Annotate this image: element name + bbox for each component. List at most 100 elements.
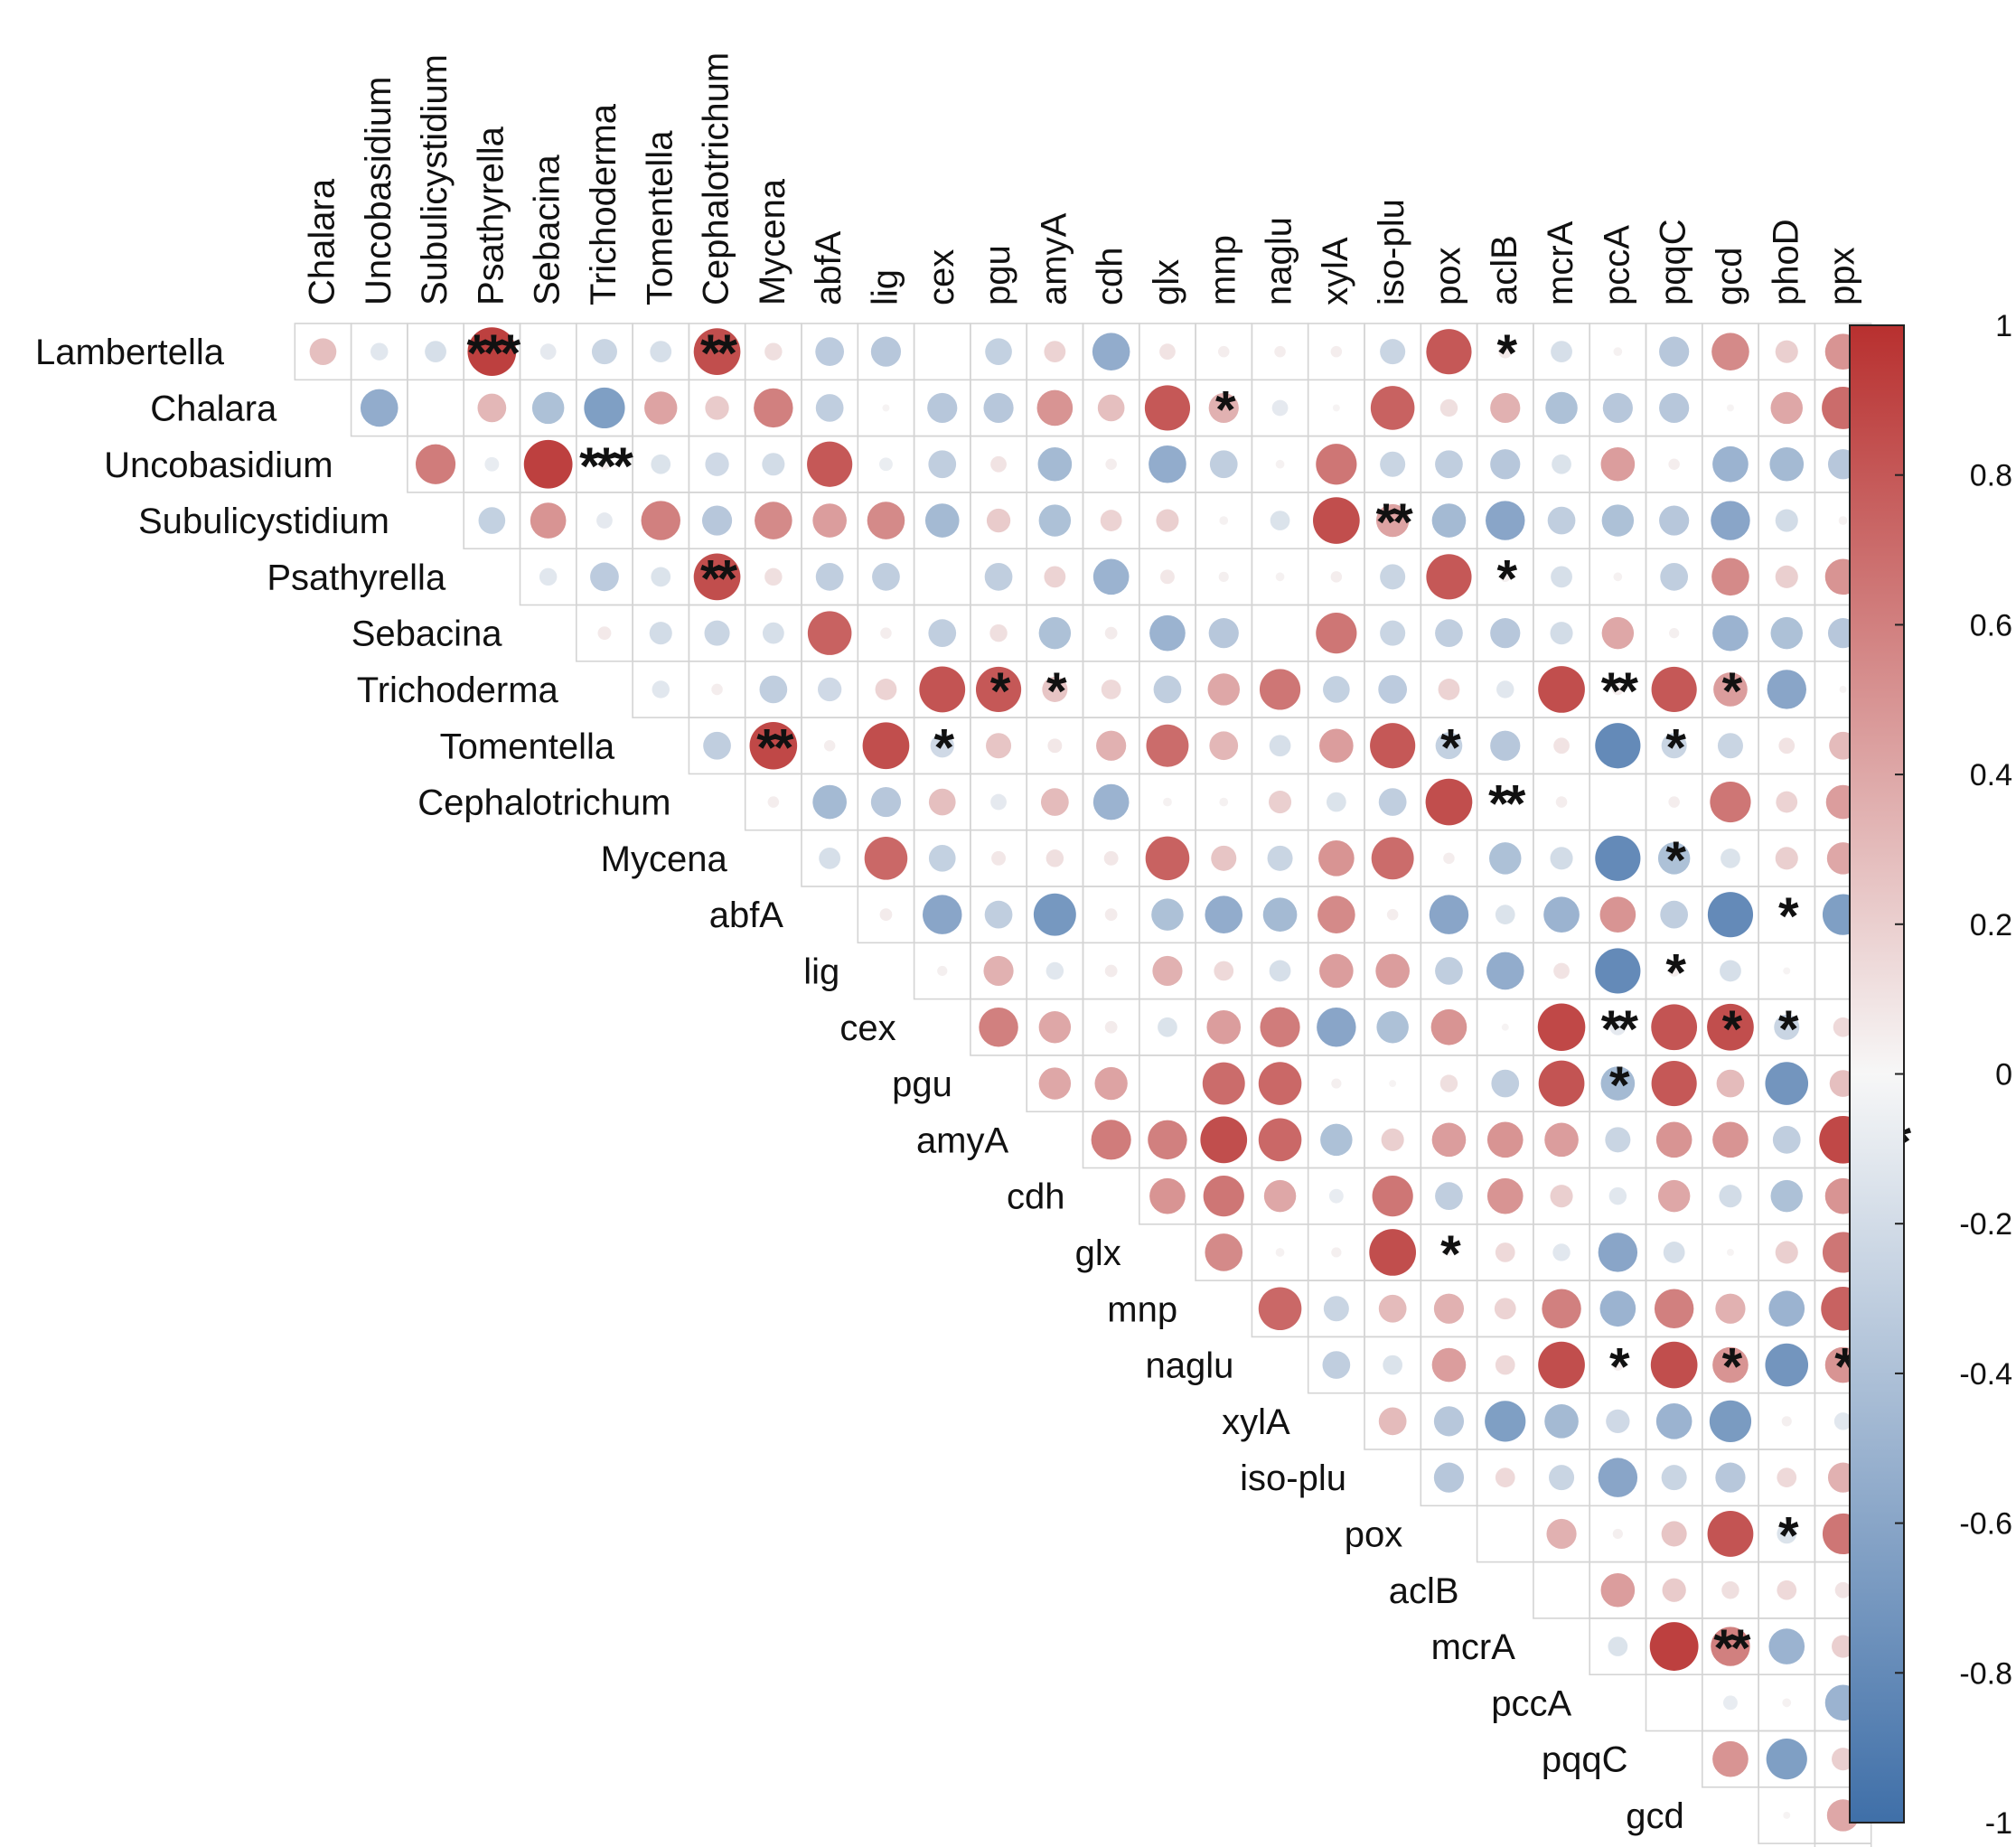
correlation-circle [1317,895,1355,933]
correlation-circle [1328,1188,1344,1204]
correlation-circle [1431,1122,1467,1158]
correlation-circle [1501,1023,1509,1031]
correlation-circle [983,955,1014,987]
colorbar-tick-label: 0 [1995,1058,2012,1092]
correlation-circle [1316,444,1357,485]
correlation-circle [1668,965,1680,977]
correlation-circle [360,389,399,427]
correlation-circle [1371,837,1414,880]
correlation-circle [1486,1121,1524,1158]
correlation-circle [1651,1004,1698,1051]
correlation-circle [1435,619,1463,648]
correlation-circle [1538,1341,1585,1389]
correlation-circle [1707,1511,1754,1557]
correlation-circle [1767,670,1806,709]
correlation-circle [1721,848,1740,868]
correlation-circle [984,900,1013,929]
correlation-circle [530,502,567,539]
correlation-circle [1438,679,1460,700]
correlation-circle [1378,1407,1407,1436]
correlation-circle [815,562,844,591]
correlation-circle [1494,1298,1516,1320]
significance-layer: *** ** ********* ** * ** *** * * ******** * **** * **… [466,324,1915,1678]
correlation-circle [1439,398,1458,417]
colorbar-tick-label: 0.4 [1970,758,2012,792]
colorbar: 1 0.8 0.6 0.4 0.2 0 -0.2 -0.4 -0.6 -0.8 -1 [1849,309,2012,1841]
correlation-circle [1595,835,1641,881]
column-label: pgu [978,245,1017,305]
correlation-circle [1551,566,1572,588]
column-label: pox [1428,248,1467,306]
correlation-circle [1775,847,1798,870]
correlation-circle [1542,1289,1581,1328]
correlation-circle [1711,1627,1750,1666]
correlation-circle [650,341,672,363]
row-label: Sebacina [352,614,503,654]
correlation-circle [1443,852,1455,865]
correlation-circle [928,450,957,479]
correlation-circle [1144,385,1191,431]
correlation-circle [1490,392,1521,424]
correlation-circle [1783,1811,1791,1819]
significance-stars: ** [700,324,738,383]
correlation-circle [1711,501,1750,540]
correlation-circle [1205,1233,1243,1271]
correlation-circle [1208,618,1239,649]
correlation-circle [1145,836,1190,881]
correlation-circle [1149,614,1186,652]
correlation-circle [1203,1176,1244,1217]
correlation-circle [1546,1518,1577,1550]
correlation-circle [1723,1695,1738,1711]
correlation-circle [1209,731,1239,761]
correlation-circle [1777,1524,1797,1544]
correlation-circle [1770,1179,1803,1213]
correlation-circle [477,393,507,423]
correlation-circle [1096,730,1127,761]
correlation-circle [1660,900,1689,929]
correlation-circle [1378,675,1408,704]
correlation-circle [928,845,956,872]
correlation-circle [759,675,788,704]
correlation-circle [986,733,1012,759]
column-label: lig [865,269,905,305]
correlation-circle [1550,622,1573,645]
correlation-circle [1555,796,1568,808]
row-label: gcd [1626,1796,1684,1836]
correlation-circle [990,455,1007,473]
correlation-circle [812,784,847,820]
correlation-circle [1601,616,1635,650]
correlation-circle [815,337,845,367]
correlation-circle [1151,898,1184,931]
column-label: ppx [1823,248,1862,306]
correlation-circle [1158,1017,1177,1037]
correlation-circle [1207,673,1240,706]
significance-stars: ** [1713,1619,1751,1678]
correlation-circle [704,620,730,646]
correlation-circle [1553,962,1570,980]
correlation-circle [1104,1020,1118,1034]
correlation-circle [1775,1241,1798,1264]
correlation-circle [1550,847,1573,870]
correlation-circle [1104,908,1118,922]
correlation-circle [1316,613,1357,654]
correlation-circle [818,677,842,702]
correlation-circle [1044,566,1066,588]
grid-cell [1533,1561,1591,1619]
correlation-circle [1661,1521,1687,1547]
correlation-circle [1038,504,1072,537]
correlation-circle [990,793,1007,811]
correlation-circle [590,562,619,592]
correlation-circle [1429,895,1469,934]
correlation-circle [1375,503,1410,538]
correlation-circle [1600,1572,1636,1608]
correlation-circle [1774,1014,1800,1040]
correlation-circle [1720,960,1741,982]
column-label: amyA [1034,212,1074,305]
correlation-circle [1435,1182,1463,1211]
correlation-circle [1330,571,1343,583]
correlation-circle [1433,1462,1465,1493]
row-label: Trichoderma [357,670,559,710]
correlation-circle [1491,1069,1520,1098]
correlation-circle [1608,1636,1628,1656]
correlation-circle [1600,446,1636,482]
